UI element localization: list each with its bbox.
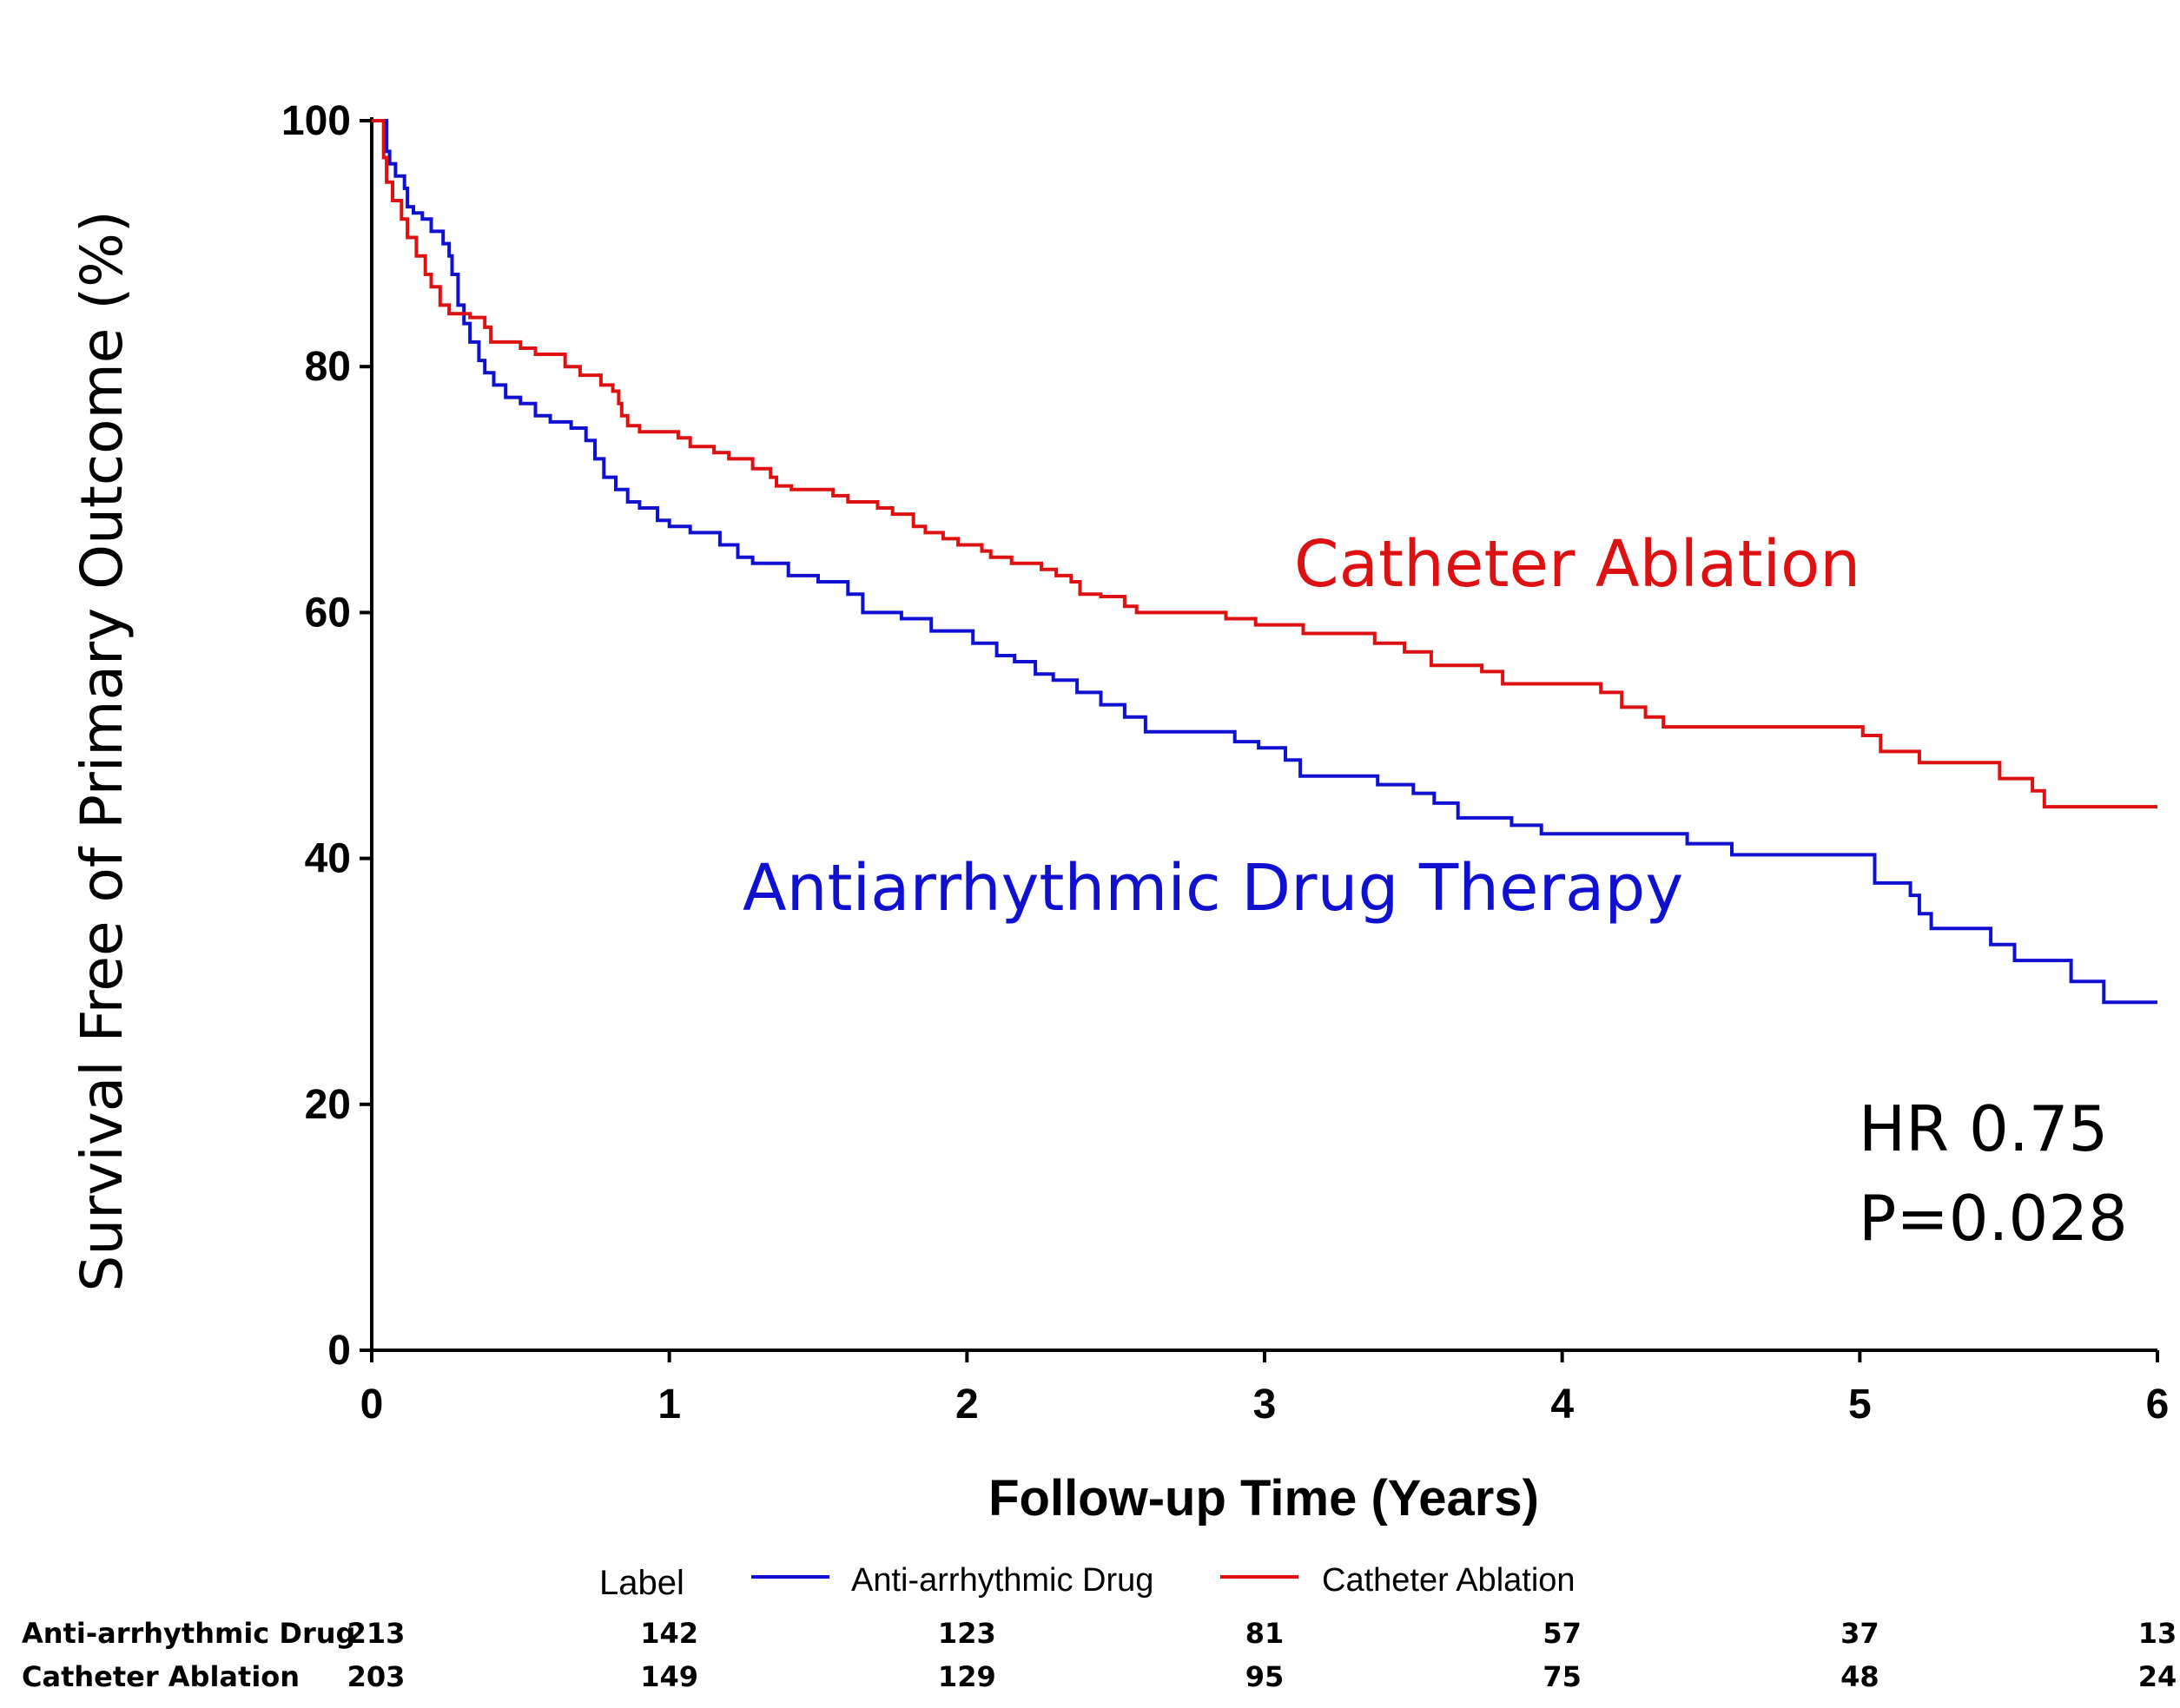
x-tick-label-4: 4: [1550, 1382, 1574, 1428]
risk-row-label-catheter-ablation: Catheter Ablation: [22, 1660, 300, 1693]
y-ticks: 0 20 40 60 80 100: [281, 98, 372, 1374]
legend-label-anti-arrhythmic-drug: Anti-arrhythmic Drug: [851, 1562, 1153, 1599]
annotation-antiarrhythmic-drug-therapy: Antiarrhythmic Drug Therapy: [743, 851, 1683, 926]
legend-title: Label: [599, 1564, 684, 1602]
series-line-anti-arrhythmic-drug: [372, 119, 2157, 1005]
y-tick-label-20: 20: [305, 1082, 351, 1128]
risk-value-catheter-ablation-t0: 203: [347, 1660, 406, 1693]
x-tick-label-5: 5: [1848, 1382, 1872, 1428]
annotation-p-value: P=0.028: [1859, 1182, 2128, 1255]
risk-value-anti-arrhythmic-drug-t1: 142: [640, 1617, 698, 1650]
risk-value-catheter-ablation-t2: 129: [938, 1660, 996, 1693]
risk-value-anti-arrhythmic-drug-t5: 37: [1840, 1617, 1879, 1650]
annotation-hazard-ratio: HR 0.75: [1859, 1092, 2108, 1165]
x-ticks: 0 1 2 3 4 5 6: [360, 1350, 2170, 1428]
x-tick-label-0: 0: [360, 1382, 384, 1428]
risk-value-anti-arrhythmic-drug-t6: 13: [2138, 1617, 2177, 1650]
annotation-catheter-ablation: Catheter Ablation: [1294, 527, 1860, 602]
risk-values: 213 142 123 81 57 37 13 203 149 129 95 75 48 24: [347, 1617, 2177, 1693]
axes: 0 20 40 60 80 100 0 1 2 3 4 5 6: [281, 98, 2169, 1428]
series-layer: [372, 119, 2157, 1005]
risk-value-anti-arrhythmic-drug-t4: 57: [1543, 1617, 1582, 1650]
risk-value-catheter-ablation-t6: 24: [2138, 1660, 2177, 1693]
y-tick-label-40: 40: [305, 836, 351, 882]
legend-label-catheter-ablation: Catheter Ablation: [1322, 1562, 1576, 1599]
y-tick-label-100: 100: [281, 98, 351, 144]
legend: Label Anti-arrhythmic Drug Catheter Abla…: [599, 1562, 1576, 1602]
risk-value-anti-arrhythmic-drug-t2: 123: [938, 1617, 996, 1650]
risk-value-catheter-ablation-t5: 48: [1840, 1660, 1879, 1693]
x-tick-label-6: 6: [2146, 1382, 2170, 1428]
y-tick-label-0: 0: [327, 1328, 351, 1374]
risk-value-anti-arrhythmic-drug-t0: 213: [347, 1617, 406, 1650]
risk-value-catheter-ablation-t4: 75: [1543, 1660, 1582, 1693]
risk-row-label-anti-arrhythmic-drug: Anti-arrhythmic Drug: [22, 1617, 355, 1650]
y-tick-label-80: 80: [305, 344, 351, 390]
risk-table: Anti-arrhythmic Drug Catheter Ablation 2…: [22, 1617, 2177, 1693]
x-tick-label-1: 1: [657, 1382, 681, 1428]
y-tick-label-60: 60: [305, 590, 351, 636]
risk-value-anti-arrhythmic-drug-t3: 81: [1245, 1617, 1285, 1650]
x-tick-label-2: 2: [955, 1382, 979, 1428]
x-axis-title: Follow-up Time (Years): [988, 1470, 1539, 1527]
risk-value-catheter-ablation-t1: 149: [640, 1660, 698, 1693]
risk-value-catheter-ablation-t3: 95: [1245, 1660, 1285, 1693]
x-tick-label-3: 3: [1253, 1382, 1277, 1428]
y-axis-title: Survival Free of Primary Outcome (%): [69, 210, 135, 1291]
series-line-catheter-ablation: [372, 119, 2157, 809]
